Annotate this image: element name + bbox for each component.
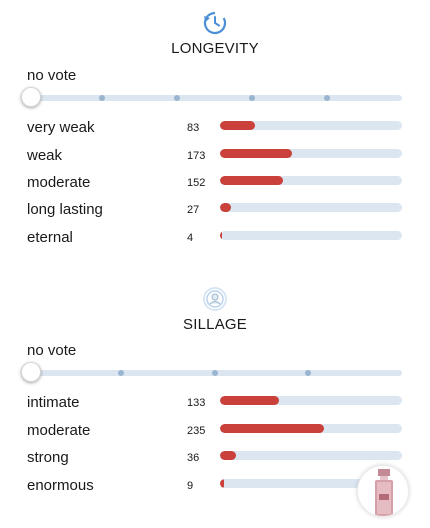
row-count: 173 bbox=[187, 150, 206, 162]
longevity-title: LONGEVITY bbox=[171, 40, 259, 57]
vote-bar-track bbox=[220, 231, 402, 240]
vote-bar-track bbox=[220, 203, 402, 212]
sillage-no-vote-label: no vote bbox=[27, 342, 77, 359]
longevity-row-long-lasting: long lasting 27 bbox=[0, 200, 430, 220]
vote-bar-fill bbox=[220, 203, 231, 212]
row-label: intimate bbox=[27, 394, 80, 411]
slider-step-dot[interactable] bbox=[212, 370, 218, 376]
sillage-vote-slider[interactable] bbox=[21, 362, 402, 382]
sillage-row-strong: strong 36 bbox=[0, 448, 430, 468]
vote-bar-track bbox=[220, 176, 402, 185]
vote-bar-track bbox=[220, 396, 402, 405]
row-count: 152 bbox=[187, 177, 206, 189]
sillage-title: SILLAGE bbox=[183, 316, 247, 333]
perfume-bottle-icon bbox=[375, 469, 393, 516]
vote-bar-fill bbox=[220, 424, 324, 433]
row-count: 27 bbox=[187, 204, 200, 216]
row-count: 235 bbox=[187, 425, 206, 437]
vote-bar-fill bbox=[220, 231, 222, 240]
vote-bar-track bbox=[220, 121, 402, 130]
slider-step-dot[interactable] bbox=[174, 95, 180, 101]
vote-bar-track bbox=[220, 479, 402, 488]
perfume-bottle-thumbnail[interactable] bbox=[357, 465, 409, 517]
slider-knob[interactable] bbox=[21, 87, 41, 107]
longevity-row-very-weak: very weak 83 bbox=[0, 118, 430, 138]
vote-bar-fill bbox=[220, 451, 236, 460]
vote-bar-fill bbox=[220, 479, 224, 488]
row-label: moderate bbox=[27, 174, 91, 191]
sillage-row-enormous: enormous 9 bbox=[0, 476, 430, 496]
row-count: 83 bbox=[187, 122, 200, 134]
slider-step-dot[interactable] bbox=[324, 95, 330, 101]
vote-bar-track bbox=[220, 451, 402, 460]
vote-bar-fill bbox=[220, 149, 292, 158]
row-count: 133 bbox=[187, 397, 206, 409]
vote-bar-fill bbox=[220, 176, 283, 185]
slider-step-dot[interactable] bbox=[249, 95, 255, 101]
row-label: strong bbox=[27, 449, 69, 466]
row-count: 9 bbox=[187, 480, 194, 492]
sillage-icon bbox=[203, 287, 227, 311]
longevity-row-weak: weak 173 bbox=[0, 146, 430, 166]
sillage-row-moderate: moderate 235 bbox=[0, 421, 430, 441]
slider-step-dot[interactable] bbox=[118, 370, 124, 376]
longevity-row-moderate: moderate 152 bbox=[0, 173, 430, 193]
row-label: moderate bbox=[27, 422, 91, 439]
vote-bar-fill bbox=[220, 121, 255, 130]
clock-history-icon bbox=[203, 11, 227, 35]
slider-step-dot[interactable] bbox=[99, 95, 105, 101]
vote-bar-track bbox=[220, 149, 402, 158]
slider-track bbox=[27, 95, 402, 101]
vote-bar-fill bbox=[220, 396, 279, 405]
slider-step-dot[interactable] bbox=[305, 370, 311, 376]
row-label: very weak bbox=[27, 119, 95, 136]
row-label: enormous bbox=[27, 477, 94, 494]
row-label: eternal bbox=[27, 229, 73, 246]
longevity-row-eternal: eternal 4 bbox=[0, 228, 430, 248]
longevity-vote-slider[interactable] bbox=[21, 87, 402, 107]
longevity-no-vote-label: no vote bbox=[27, 67, 77, 84]
slider-knob[interactable] bbox=[21, 362, 41, 382]
row-count: 36 bbox=[187, 452, 200, 464]
row-label: long lasting bbox=[27, 201, 103, 218]
row-label: weak bbox=[27, 147, 63, 164]
sillage-row-intimate: intimate 133 bbox=[0, 393, 430, 413]
vote-bar-track bbox=[220, 424, 402, 433]
row-count: 4 bbox=[187, 232, 194, 244]
